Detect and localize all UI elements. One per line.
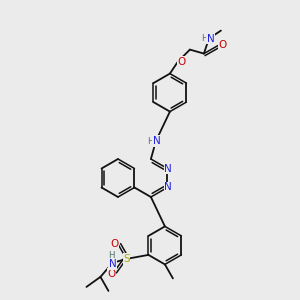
Text: N: N	[207, 34, 215, 44]
Text: H: H	[201, 34, 207, 43]
Text: S: S	[123, 254, 130, 264]
Text: O: O	[107, 269, 116, 279]
Text: H: H	[147, 136, 153, 146]
Text: N: N	[164, 182, 172, 193]
Text: N: N	[153, 136, 161, 146]
Text: N: N	[109, 259, 116, 269]
Text: O: O	[178, 57, 186, 67]
Text: O: O	[219, 40, 227, 50]
Text: O: O	[110, 239, 118, 249]
Text: N: N	[164, 164, 172, 173]
Text: H: H	[108, 251, 115, 260]
